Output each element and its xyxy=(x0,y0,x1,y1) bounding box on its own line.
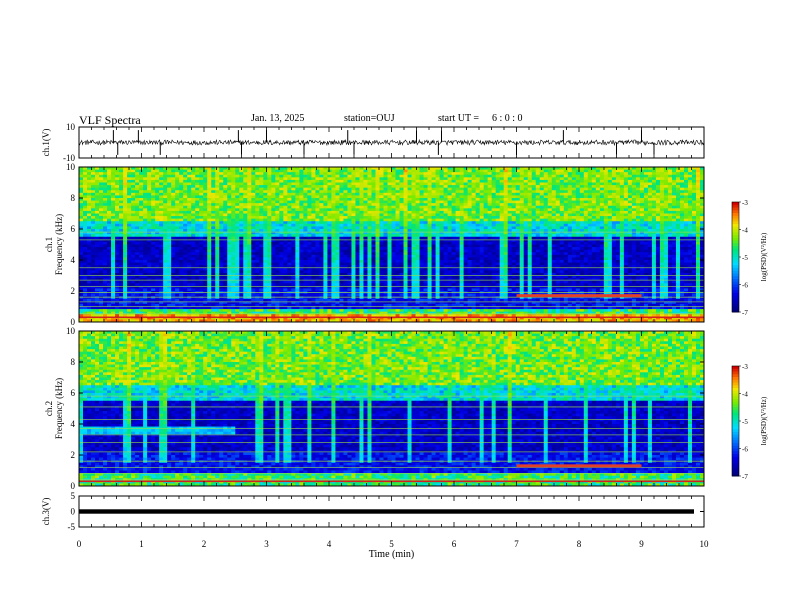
colorbar-tick-label: -6 xyxy=(742,282,748,290)
spectrogram-2-ytick-label: 6 xyxy=(71,388,76,398)
colorbar-tick-label: -6 xyxy=(742,446,748,454)
spectrogram-image-2 xyxy=(79,331,704,486)
spectrogram-1-ytick-label: 2 xyxy=(71,286,76,296)
x-tick-label: 10 xyxy=(700,539,710,549)
colorbar-2 xyxy=(732,366,739,477)
x-tick-label: 0 xyxy=(77,539,82,549)
ch3-waveform-ytick-label: 0 xyxy=(71,507,76,517)
colorbar-label-1: log(PSD)(V²/Hz) xyxy=(760,232,768,281)
vlf-spectra-figure: 10-10ch.1(V)0246810ch.1 Frequency (kHz)-3… xyxy=(0,0,792,612)
x-tick-label: 1 xyxy=(139,539,144,549)
ch3-waveform-trace xyxy=(79,509,694,513)
x-tick-label: 3 xyxy=(264,539,269,549)
x-tick-label: 2 xyxy=(202,539,207,549)
frequency-axis-label-2: Frequency (kHz) xyxy=(54,378,64,439)
spectrogram-1-ytick-label: 6 xyxy=(71,224,76,234)
spectrogram-1-ytick-label: 10 xyxy=(66,162,76,172)
ch3-axis-label: ch.3(V) xyxy=(41,498,51,526)
colorbar-1 xyxy=(732,202,739,313)
colorbar-tick-label: -4 xyxy=(742,227,748,235)
x-axis-label: Time (min) xyxy=(369,549,414,560)
colorbar-tick-label: -3 xyxy=(742,363,748,371)
colorbar-tick-label: -3 xyxy=(742,199,748,207)
spectrogram-1-ytick-label: 8 xyxy=(71,193,76,203)
x-tick-label: 6 xyxy=(452,539,457,549)
spectrogram-2-ytick-label: 10 xyxy=(66,326,76,336)
spectrogram-image-1 xyxy=(79,167,704,322)
colorbar-tick-label: -7 xyxy=(742,309,748,317)
channel-label-1: ch.1 xyxy=(44,237,54,252)
ch3-waveform-ytick-label: -5 xyxy=(68,522,76,532)
channel-label-2: ch.2 xyxy=(44,401,54,416)
spectrogram-2-ytick-label: 4 xyxy=(71,419,76,429)
spectrogram-1-ytick-label: 4 xyxy=(71,255,76,265)
ch1-waveform-ytick-label: 10 xyxy=(66,122,76,132)
x-tick-label: 8 xyxy=(577,539,582,549)
x-tick-label: 4 xyxy=(327,539,332,549)
x-tick-label: 9 xyxy=(639,539,644,549)
colorbar-tick-label: -4 xyxy=(742,391,748,399)
ch1-waveform-trace xyxy=(79,140,704,145)
colorbar-tick-label: -5 xyxy=(742,418,748,426)
spectrogram-2-ytick-label: 2 xyxy=(71,450,76,460)
ch3-waveform-ytick-label: 5 xyxy=(71,491,76,501)
spectrogram-2-ytick-label: 8 xyxy=(71,357,76,367)
colorbar-tick-label: -7 xyxy=(742,473,748,481)
x-tick-label: 5 xyxy=(389,539,394,549)
x-tick-label: 7 xyxy=(514,539,519,549)
ch1-axis-label: ch.1(V) xyxy=(41,129,51,157)
frequency-axis-label-1: Frequency (kHz) xyxy=(54,214,64,275)
spectrogram-2-ytick-label: 0 xyxy=(71,481,76,491)
colorbar-label-2: log(PSD)(V²/Hz) xyxy=(760,396,768,445)
colorbar-tick-label: -5 xyxy=(742,254,748,262)
